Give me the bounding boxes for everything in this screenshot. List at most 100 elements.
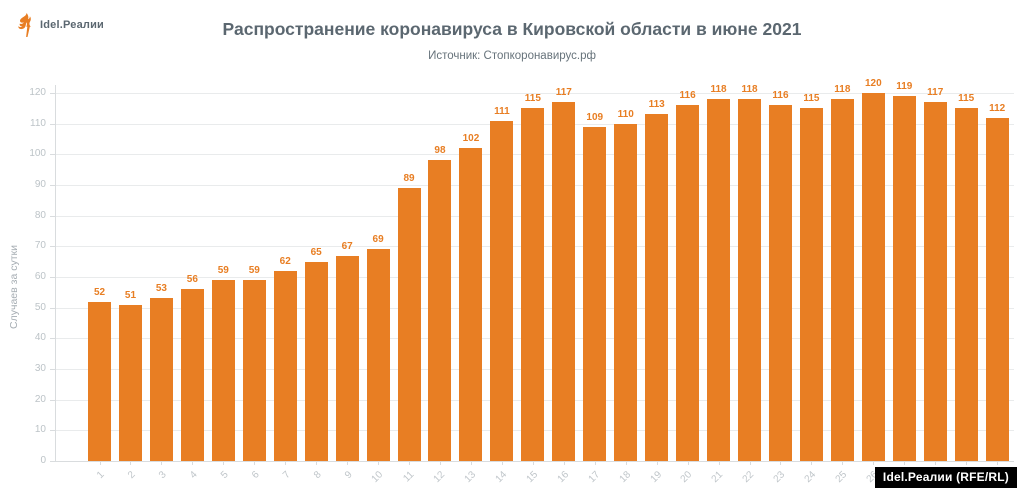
x-tick-mark	[904, 461, 906, 465]
bar-value-label: 115	[803, 93, 820, 105]
bar	[830, 99, 854, 461]
gridline	[55, 93, 1014, 94]
bar-slot: 69 10	[366, 93, 390, 485]
x-tick-label: 21	[709, 469, 726, 485]
bar-slot: 102 13	[459, 93, 483, 485]
bar	[676, 105, 700, 461]
x-tick-mark	[99, 461, 101, 465]
bar	[88, 301, 111, 461]
bar-slot: 11529	[954, 93, 978, 485]
bar-slot: 89 11	[397, 93, 421, 484]
x-tick-mark	[409, 461, 411, 465]
y-tick-label: 70	[34, 240, 46, 252]
bar-slot: 67 9	[335, 93, 359, 481]
bar	[799, 108, 823, 461]
bar-value-label: 118	[710, 84, 727, 96]
bar-slot: 111 14	[490, 93, 514, 485]
bar	[985, 117, 1009, 461]
bar-value-label: 118	[834, 84, 851, 96]
x-tick-label: 22	[740, 469, 757, 485]
y-tick-mark	[50, 215, 55, 217]
x-tick-mark	[347, 461, 349, 465]
y-tick-mark	[50, 430, 55, 432]
x-tick-mark	[594, 461, 596, 465]
bar-slot: 65 8	[304, 93, 328, 481]
bar	[521, 108, 545, 461]
y-tick-label: 50	[34, 301, 46, 313]
y-tick-label: 110	[30, 117, 46, 129]
bar-value-label: 89	[403, 173, 415, 185]
bar-slot: 118 25	[830, 85, 854, 485]
bar-value-label: 116	[772, 90, 789, 102]
x-tick-label: 1	[94, 469, 107, 482]
y-axis-line	[55, 85, 56, 462]
y-tick-mark	[50, 307, 55, 309]
bar-slot: 116 23	[768, 91, 792, 485]
bar-slot: 115 15	[521, 93, 545, 485]
bar-value-label: 110	[617, 108, 634, 120]
x-tick-label: 16	[555, 469, 571, 485]
bar-value-label: 115	[958, 93, 975, 105]
bar	[118, 304, 142, 461]
bar-value-label: 65	[310, 246, 322, 258]
bar-value-label: 113	[648, 99, 665, 111]
y-tick-label: 100	[29, 148, 46, 160]
bar-value-label: 67	[341, 240, 353, 252]
bar-value-label: 116	[679, 90, 696, 102]
bar-slot: 118 22	[738, 85, 762, 485]
x-tick-mark	[254, 461, 256, 465]
x-tick-label: 4	[187, 469, 200, 482]
torch-flame-icon	[18, 13, 31, 37]
bar-slot: 11728	[923, 88, 947, 485]
x-tick-mark	[161, 461, 163, 465]
watermark: Idel.Реалии (RFE/RL)	[874, 467, 1017, 488]
x-tick-mark	[656, 461, 658, 465]
x-tick-label: 3	[156, 469, 169, 482]
y-tick-label: 0	[40, 455, 46, 466]
x-tick-label: 2	[125, 469, 138, 482]
bar-value-label: 98	[434, 145, 446, 157]
bar	[428, 160, 452, 461]
bar-value-label: 59	[217, 265, 229, 277]
bar-slot: 51 2	[118, 93, 142, 481]
y-tick-mark	[50, 369, 55, 370]
x-tick-label: 14	[493, 469, 509, 485]
bar	[304, 261, 328, 461]
bar-value-label: 120	[864, 78, 882, 89]
x-tick-mark	[130, 461, 132, 465]
bar-value-label: 115	[524, 93, 541, 105]
x-tick-mark	[285, 461, 287, 465]
bar	[738, 99, 762, 461]
x-tick-label: 8	[311, 469, 324, 482]
bar-value-label: 112	[989, 102, 1006, 114]
bar	[242, 280, 266, 461]
x-tick-label: 20	[679, 469, 695, 485]
y-tick-label: 10	[34, 424, 46, 436]
bar-slot: 59 5	[211, 93, 235, 481]
bar-slot: 98 12	[428, 93, 452, 485]
bar	[149, 298, 173, 461]
x-tick-mark	[223, 461, 225, 465]
x-tick-mark	[842, 461, 844, 465]
x-tick-label: 19	[648, 469, 664, 485]
bar-value-label: 59	[248, 265, 260, 277]
plot-area: 52 1 51 2 53 3 56 4 59 5 59 6 62 7 65 8 67 9 69 10 89 11 98 12 1…	[88, 79, 1009, 485]
x-tick-mark	[192, 461, 194, 465]
bar	[490, 120, 514, 461]
x-tick-mark	[749, 461, 751, 465]
chart-subtitle: Источник: Стопкоронавирус.рф	[428, 50, 596, 62]
x-tick-label: 10	[369, 469, 386, 485]
x-tick-mark	[316, 461, 318, 465]
bar-value-label: 118	[741, 84, 758, 96]
x-tick-label: 23	[771, 469, 788, 485]
bar	[707, 99, 731, 461]
x-tick-label: 6	[249, 469, 262, 482]
x-tick-mark	[501, 461, 503, 465]
x-tick-label: 15	[524, 469, 540, 485]
y-tick-label: 80	[34, 209, 46, 221]
x-tick-mark	[439, 461, 441, 465]
x-tick-mark	[563, 461, 565, 465]
bar-slot: 62 7	[273, 93, 297, 481]
bar-value-label: 56	[186, 274, 198, 286]
